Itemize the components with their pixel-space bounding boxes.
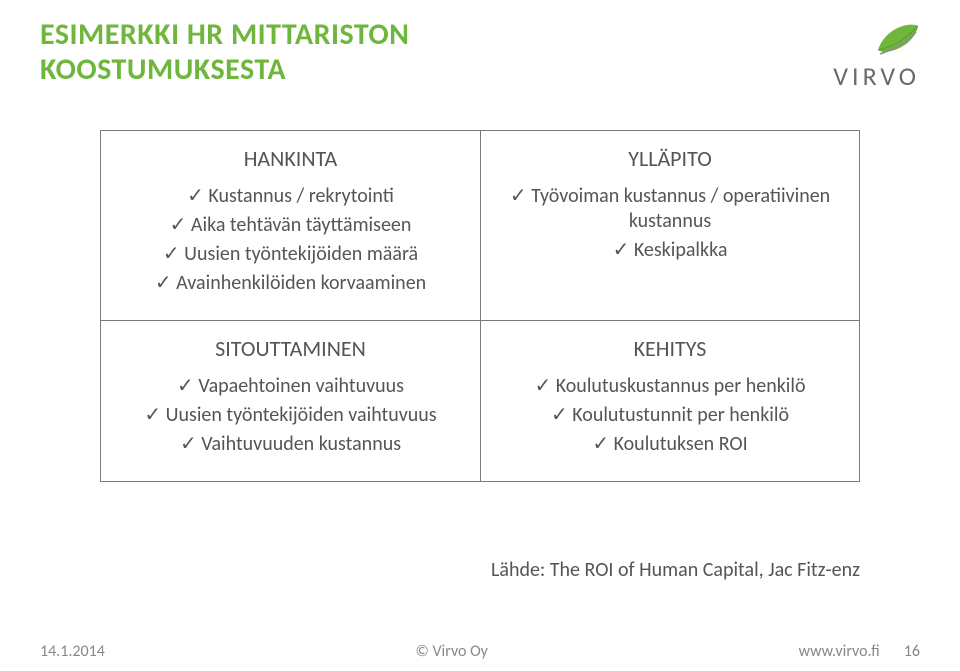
logo: VIRVO xyxy=(770,18,920,92)
footer: 14.1.2014 © Virvo Oy www.virvo.fi 16 xyxy=(0,642,960,661)
item-list: Koulutuskustannus per henkilö Koulutustu… xyxy=(499,374,841,457)
item-list: Työvoiman kustannus / operatiivinen kust… xyxy=(499,184,841,263)
list-item: Vaihtuvuuden kustannus xyxy=(180,432,401,457)
logo-text: VIRVO xyxy=(770,60,920,92)
list-item: Koulutuskustannus per henkilö xyxy=(534,374,805,399)
list-item: Vapaehtoinen vaihtuvuus xyxy=(177,374,404,399)
footer-date: 14.1.2014 xyxy=(40,642,105,661)
cell-sitouttaminen: SITOUTTAMINEN Vapaehtoinen vaihtuvuus Uu… xyxy=(101,320,480,481)
footer-page: 16 xyxy=(904,642,920,661)
list-item: Uusien työntekijöiden määrä xyxy=(163,242,418,267)
cell-hankinta: HANKINTA Kustannus / rekrytointi Aika te… xyxy=(101,131,480,320)
source-citation: Lähde: The ROI of Human Capital, Jac Fit… xyxy=(491,558,860,582)
item-list: Kustannus / rekrytointi Aika tehtävän tä… xyxy=(119,184,462,296)
table-row: SITOUTTAMINEN Vapaehtoinen vaihtuvuus Uu… xyxy=(101,320,859,481)
list-item: Avainhenkilöiden korvaaminen xyxy=(155,271,426,296)
footer-url: www.virvo.fi xyxy=(799,642,880,661)
list-item: Koulutustunnit per henkilö xyxy=(551,403,789,428)
leaf-icon xyxy=(872,18,920,58)
cell-kehitys: KEHITYS Koulutuskustannus per henkilö Ko… xyxy=(480,320,859,481)
footer-right: www.virvo.fi 16 xyxy=(799,642,920,661)
slide: ESIMERKKI HR MITTARISTON KOOSTUMUKSESTA … xyxy=(0,0,960,671)
cell-head: SITOUTTAMINEN xyxy=(119,335,462,362)
list-item: Työvoiman kustannus / operatiivinen kust… xyxy=(499,184,841,234)
list-item: Aika tehtävän täyttämiseen xyxy=(170,213,412,238)
list-item: Koulutuksen ROI xyxy=(592,432,747,457)
cell-head: KEHITYS xyxy=(499,335,841,362)
cell-head: HANKINTA xyxy=(119,145,462,172)
footer-owner: © Virvo Oy xyxy=(416,642,488,661)
item-list: Vapaehtoinen vaihtuvuus Uusien työntekij… xyxy=(119,374,462,457)
quadrant-table: HANKINTA Kustannus / rekrytointi Aika te… xyxy=(100,130,860,482)
cell-yllapito: YLLÄPITO Työvoiman kustannus / operatiiv… xyxy=(480,131,859,320)
table-row: HANKINTA Kustannus / rekrytointi Aika te… xyxy=(101,131,859,320)
cell-head: YLLÄPITO xyxy=(499,145,841,172)
list-item: Kustannus / rekrytointi xyxy=(187,184,394,209)
list-item: Keskipalkka xyxy=(613,238,728,263)
list-item: Uusien työntekijöiden vaihtuvuus xyxy=(144,403,436,428)
